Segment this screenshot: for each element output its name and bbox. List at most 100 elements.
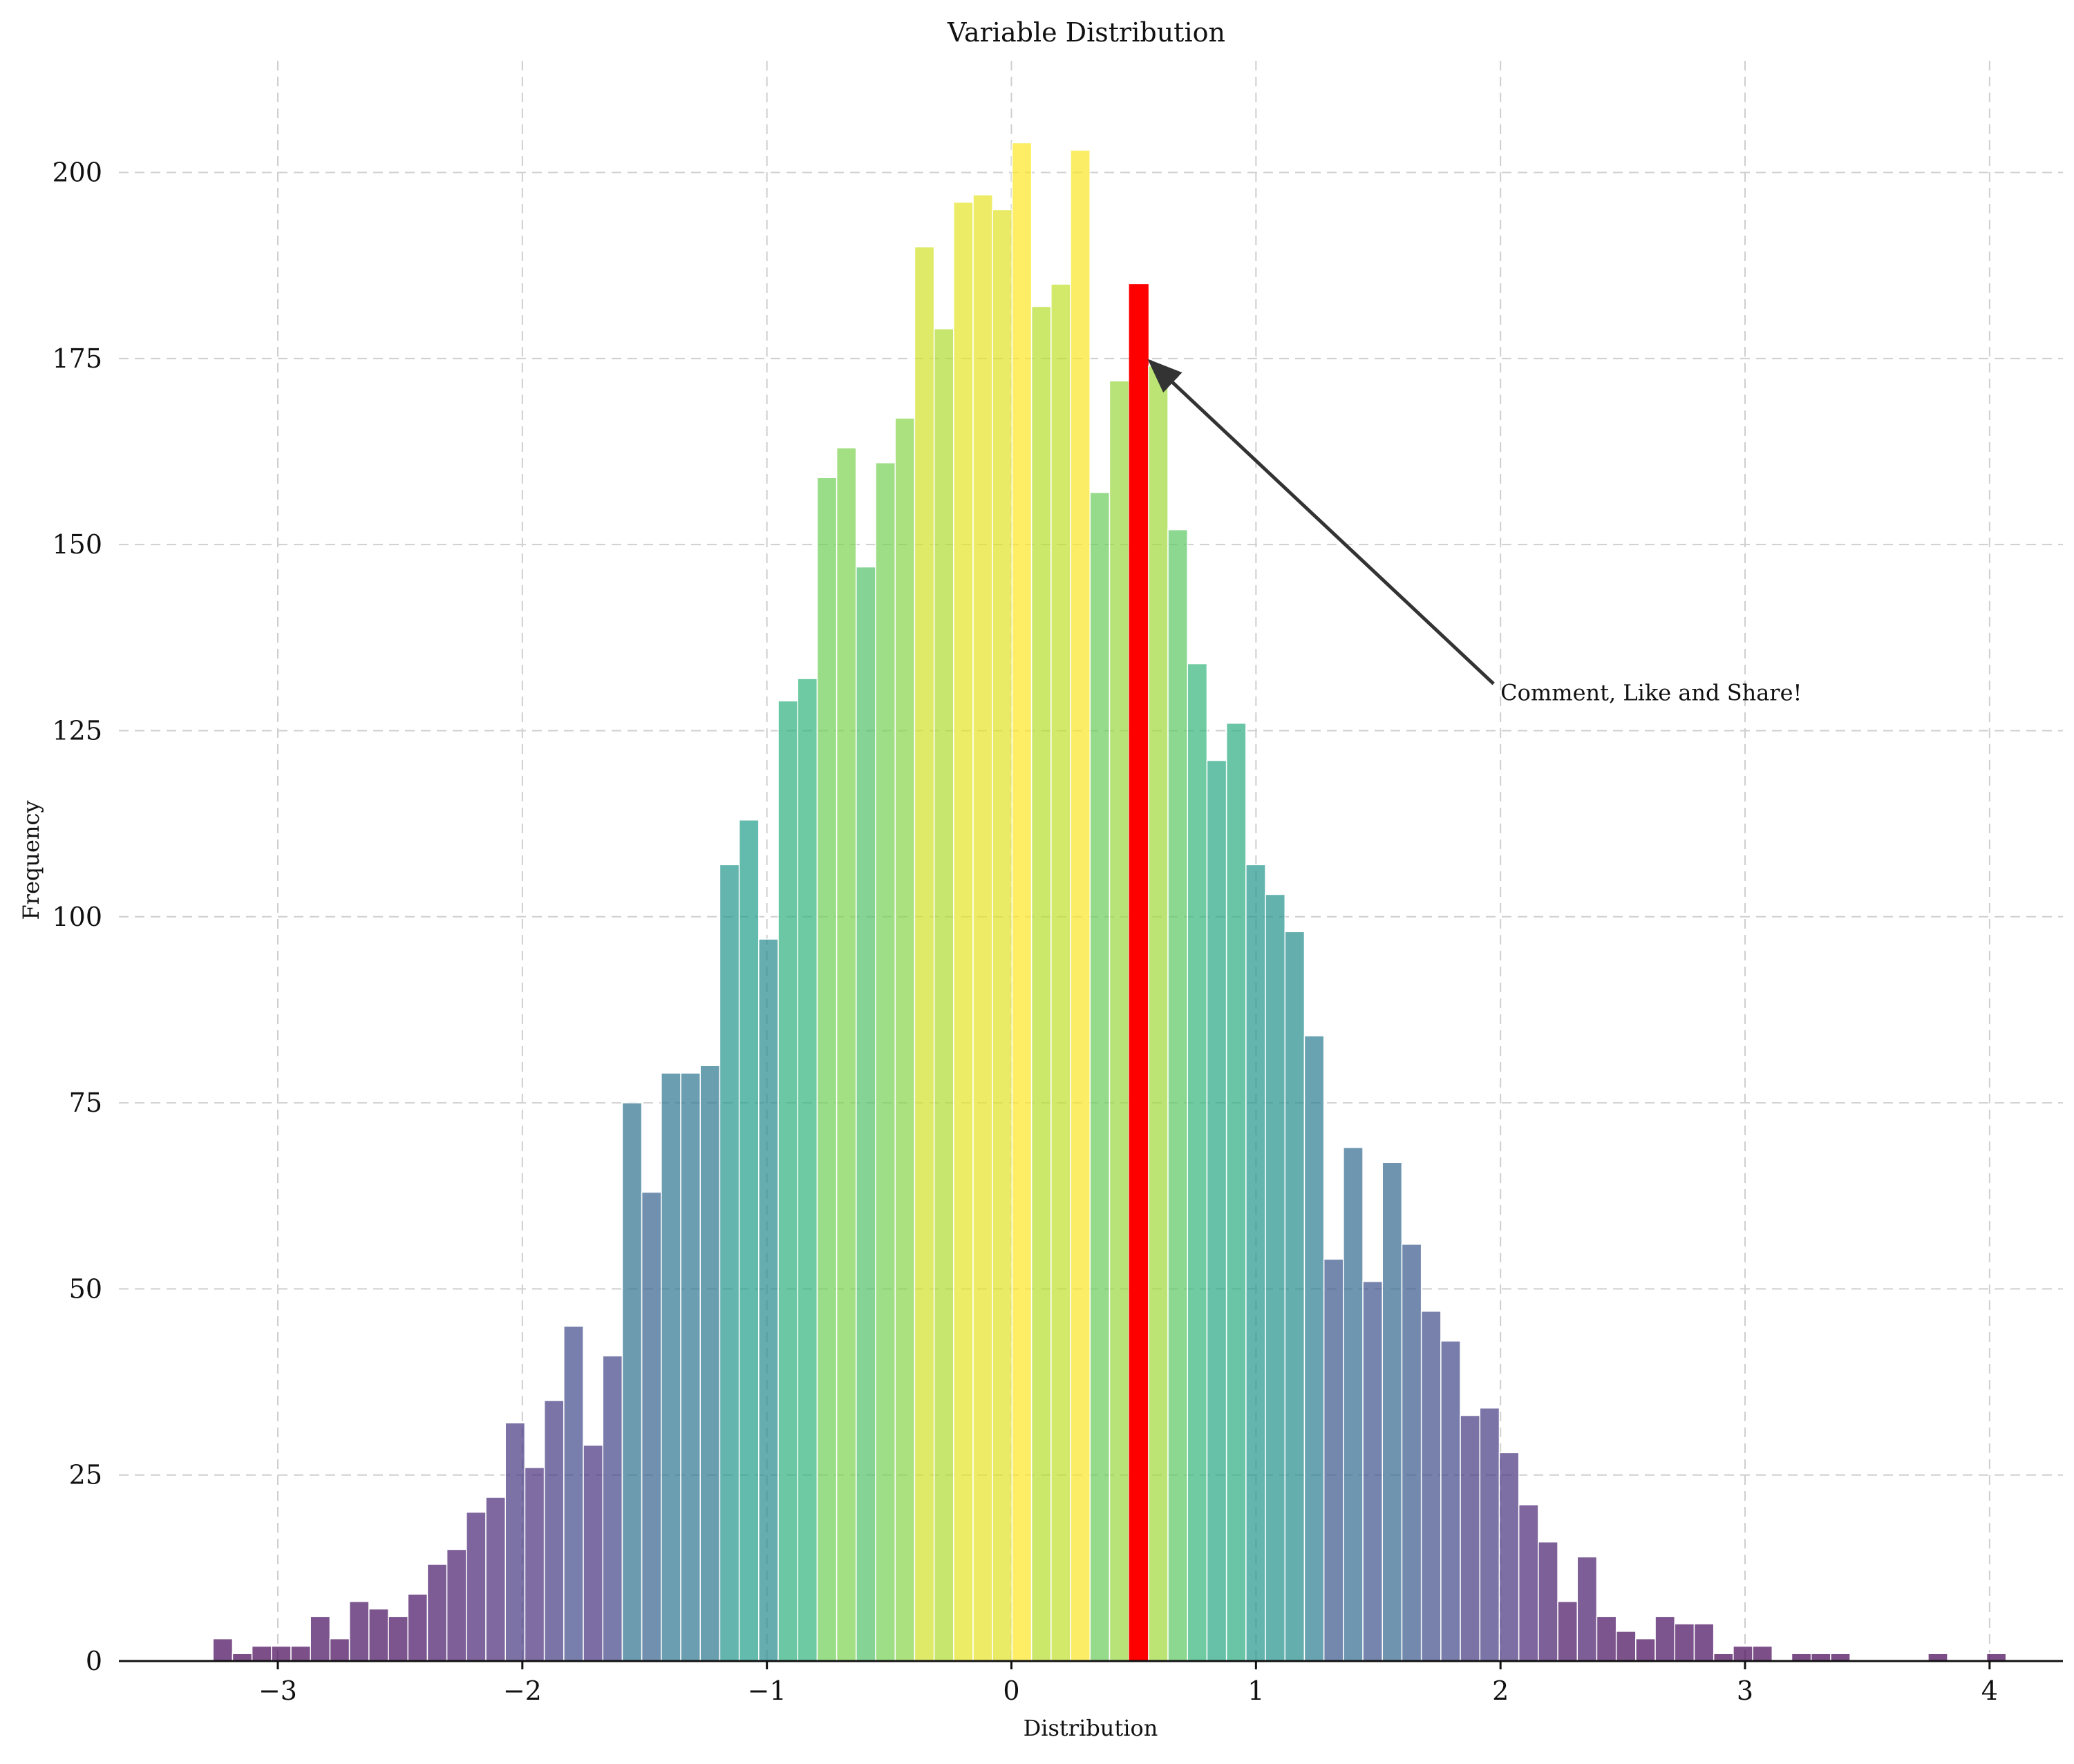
histogram-bar — [933, 328, 954, 1662]
x-tick-label: 0 — [1003, 1676, 1019, 1706]
histogram-bar — [875, 462, 896, 1662]
histogram-bar — [290, 1645, 311, 1662]
y-tick-label: 25 — [69, 1460, 102, 1490]
histogram-bars — [212, 142, 2007, 1662]
histogram-bar — [1927, 1653, 1948, 1662]
histogram-bar — [407, 1593, 428, 1662]
y-tick-label: 0 — [86, 1646, 102, 1676]
y-tick-label: 125 — [52, 715, 102, 746]
histogram-bar — [446, 1548, 467, 1662]
x-axis-label: Distribution — [1024, 1715, 1158, 1741]
histogram-bar — [1498, 1452, 1520, 1662]
histogram-bar — [699, 1065, 721, 1662]
histogram-bar — [1733, 1645, 1753, 1662]
annotation: Comment, Like and Share! — [1147, 359, 1802, 706]
histogram-bar — [856, 566, 876, 1662]
histogram-bar — [1713, 1653, 1734, 1662]
y-tick-label: 100 — [52, 902, 102, 932]
histogram-bar — [1576, 1556, 1598, 1662]
histogram-bar — [1206, 759, 1227, 1662]
histogram-bar — [212, 1638, 234, 1662]
histogram-bar — [466, 1511, 487, 1662]
histogram-bar — [1225, 722, 1247, 1662]
histogram-bar — [271, 1645, 292, 1662]
histogram-bar — [1362, 1280, 1384, 1662]
histogram-bar — [953, 201, 974, 1662]
histogram-bar — [1752, 1645, 1773, 1662]
histogram-bar — [1596, 1615, 1617, 1662]
histogram-bar — [505, 1422, 526, 1662]
histogram-bar — [758, 938, 779, 1662]
histogram-bar — [797, 678, 818, 1662]
histogram-bar — [1440, 1340, 1461, 1662]
y-tick-label: 50 — [69, 1273, 102, 1304]
highlighted-bar — [1129, 284, 1149, 1661]
histogram-bar — [1518, 1504, 1539, 1662]
histogram-bar — [1479, 1407, 1500, 1662]
histogram-bar — [1050, 283, 1071, 1662]
histogram-bar — [661, 1072, 681, 1662]
histogram-bar — [1284, 931, 1305, 1662]
histogram-bar — [1557, 1601, 1578, 1662]
histogram-bar — [1245, 864, 1266, 1662]
histogram-bar — [602, 1355, 623, 1662]
histogram-bar — [1538, 1541, 1558, 1662]
histogram-bar — [348, 1601, 370, 1662]
histogram-bar — [816, 477, 838, 1662]
histogram-bar — [1148, 365, 1169, 1662]
y-tick-label: 200 — [52, 158, 102, 188]
histogram-bar — [777, 700, 799, 1662]
histogram-bar — [426, 1564, 448, 1662]
histogram-bar — [1693, 1623, 1715, 1662]
histogram-bar — [1674, 1623, 1695, 1662]
histogram-bar — [232, 1653, 253, 1662]
histogram-bar — [1635, 1638, 1656, 1662]
histogram-bar — [329, 1638, 350, 1662]
histogram-bar — [563, 1325, 584, 1662]
histogram-bar — [1343, 1146, 1364, 1662]
x-tick-label: 3 — [1737, 1676, 1753, 1706]
histogram-bar — [1030, 305, 1052, 1662]
histogram-bar — [1070, 149, 1091, 1662]
x-tick-label: 1 — [1247, 1676, 1264, 1706]
histogram-bar — [621, 1102, 643, 1662]
histogram-bar — [1382, 1161, 1403, 1662]
histogram-bar — [368, 1608, 389, 1662]
histogram-bar — [641, 1191, 662, 1662]
y-tick-label: 175 — [52, 343, 102, 374]
histogram-bar — [1089, 492, 1111, 1662]
annotation-text: Comment, Like and Share! — [1500, 680, 1802, 706]
x-tick-label: 4 — [1981, 1676, 1998, 1706]
histogram-bar — [836, 447, 857, 1662]
chart-title: Variable Distribution — [947, 17, 1225, 48]
y-axis-label: Frequency — [18, 800, 44, 920]
histogram-bar — [543, 1400, 565, 1662]
histogram-bar — [1265, 893, 1286, 1662]
histogram-bar — [1167, 529, 1189, 1662]
histogram-bar — [1655, 1615, 1676, 1662]
annotation-arrow — [1147, 359, 1495, 685]
histogram-bar — [1791, 1653, 1812, 1662]
axis-ticks: −3 −2 −1 0 1 2 3 4 0 25 50 75 100 125 150 175 200 — [52, 158, 1997, 1706]
histogram-bar — [1830, 1653, 1851, 1662]
x-tick-label: 2 — [1492, 1676, 1509, 1706]
histogram-bar — [972, 194, 994, 1662]
histogram-bar — [680, 1072, 701, 1662]
histogram-bar — [1460, 1414, 1481, 1662]
histogram-bar — [251, 1645, 272, 1662]
x-tick-label: −2 — [503, 1676, 542, 1706]
histogram-bar — [485, 1497, 506, 1662]
histogram-bar — [1011, 142, 1033, 1662]
histogram-bar — [1420, 1310, 1442, 1662]
histogram-bar — [1109, 380, 1130, 1662]
histogram-bar — [1187, 663, 1208, 1662]
histogram-bar — [524, 1467, 545, 1662]
histogram-bar — [1986, 1653, 2007, 1662]
histogram-bar — [738, 819, 760, 1662]
y-tick-label: 150 — [52, 529, 102, 560]
x-tick-label: −3 — [258, 1676, 297, 1706]
histogram-bar — [992, 209, 1013, 1662]
histogram-bar — [388, 1615, 408, 1662]
x-tick-label: −1 — [748, 1676, 786, 1706]
